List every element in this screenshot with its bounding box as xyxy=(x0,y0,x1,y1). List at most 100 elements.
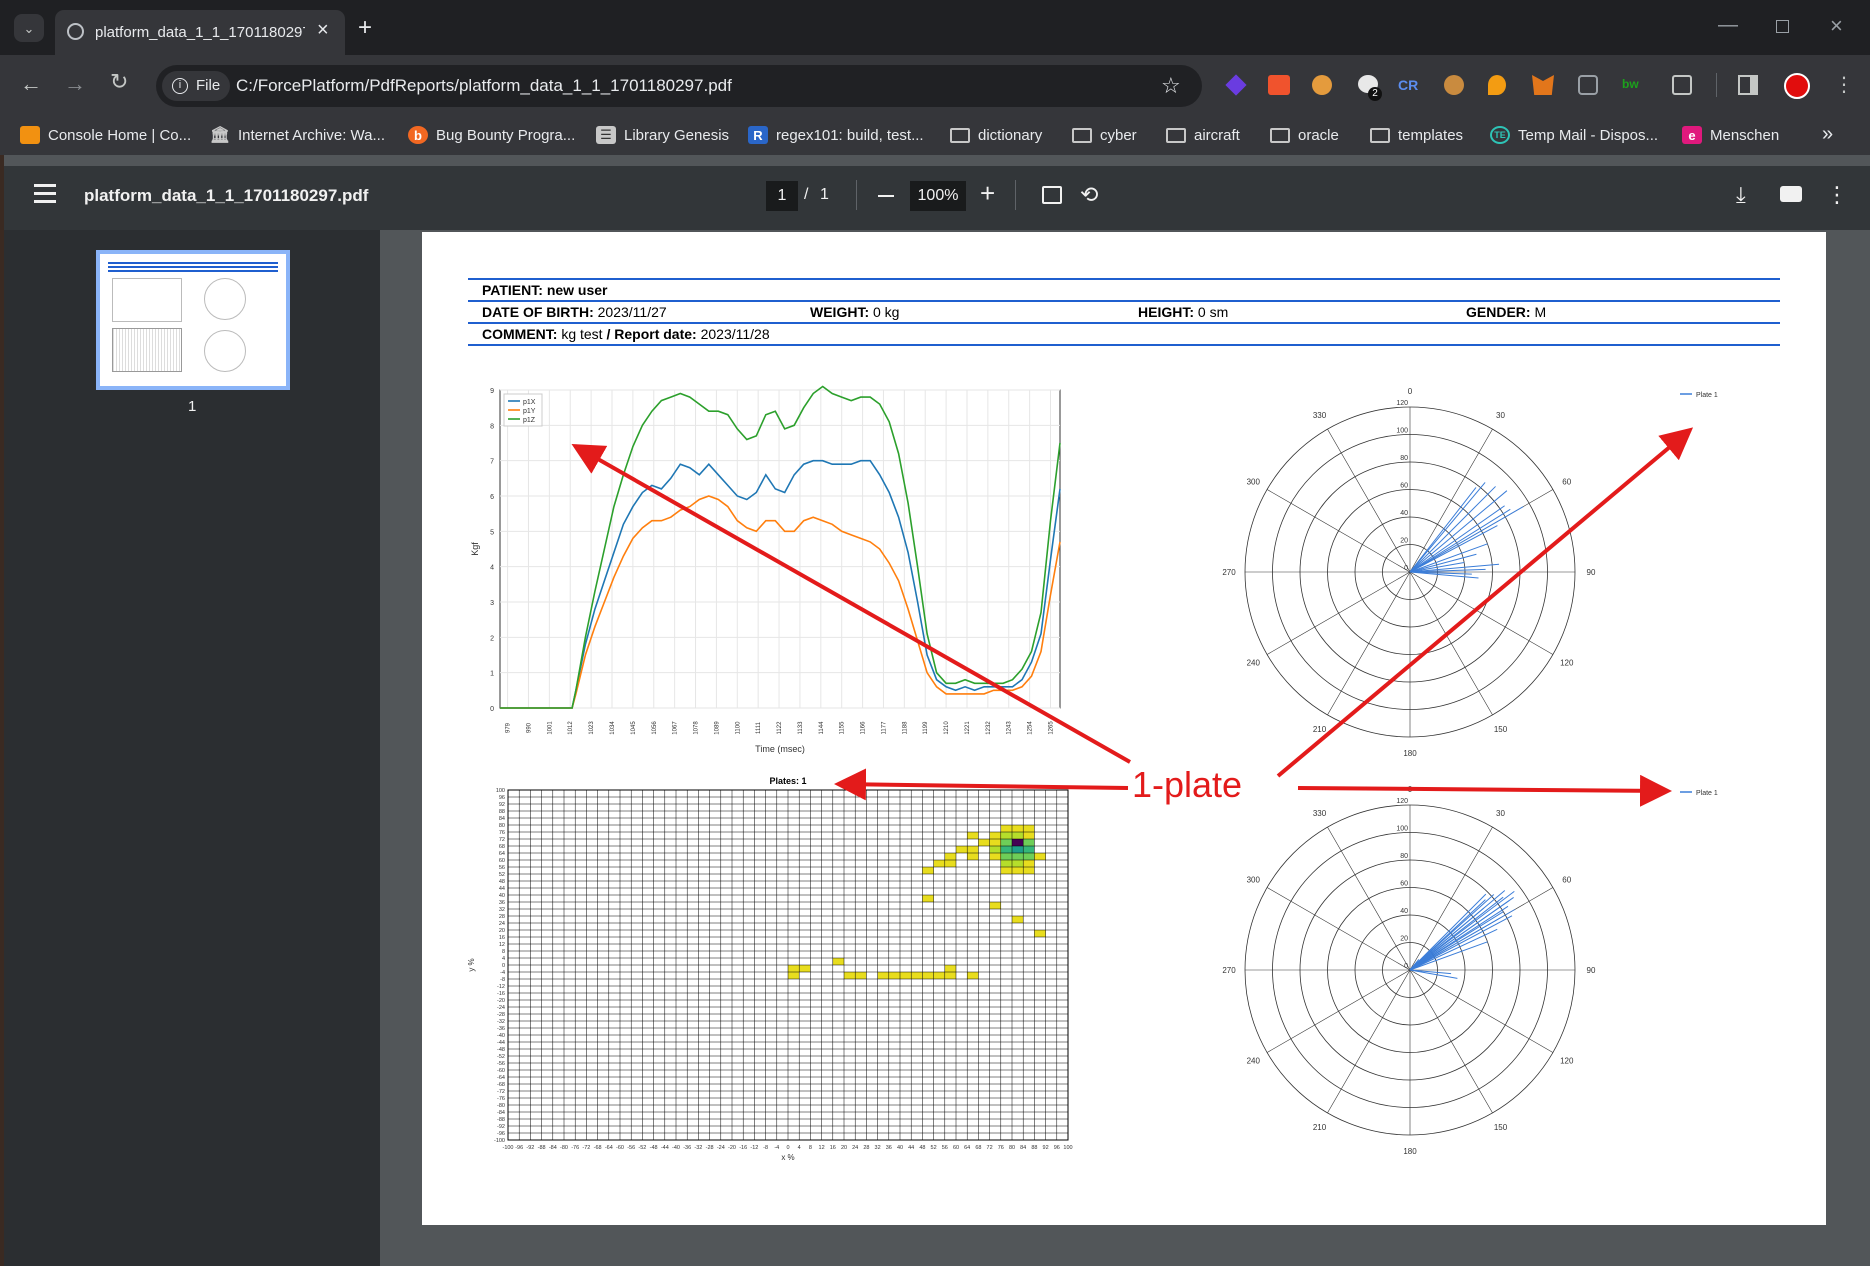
site-info-chip[interactable]: i File xyxy=(162,71,230,101)
reload-icon[interactable]: ↻ xyxy=(110,69,129,94)
r-tick-label: 80 xyxy=(1400,853,1408,860)
download-icon[interactable]: ⤓ xyxy=(1736,182,1746,207)
tab-close-icon[interactable]: × xyxy=(317,19,329,41)
pdf-more-icon[interactable]: ⋮ xyxy=(1826,182,1848,207)
bookmark-item[interactable]: Console Home | Co... xyxy=(20,115,191,155)
dob-label: DATE OF BIRTH: xyxy=(482,304,594,320)
x-tick-label: 990 xyxy=(526,722,532,733)
heatmap-cell xyxy=(1012,825,1024,832)
y-tick-label: 28 xyxy=(499,914,505,920)
folder-icon xyxy=(1370,127,1390,143)
extension-9-icon[interactable] xyxy=(1578,75,1598,95)
report-date-label: / Report date: xyxy=(606,326,697,342)
heatmap-cell xyxy=(1012,867,1024,874)
y-tick-label: 100 xyxy=(496,788,505,794)
rotate-icon[interactable]: ⟲ xyxy=(1080,182,1099,207)
bookmark-item[interactable]: b Bug Bounty Progra... xyxy=(408,115,575,155)
heatmap-cell xyxy=(956,846,968,853)
back-icon[interactable]: ← xyxy=(20,71,42,96)
side-panel-icon[interactable] xyxy=(1738,75,1758,95)
x-tick-label: -80 xyxy=(560,1145,568,1151)
minimize-icon[interactable]: — xyxy=(1718,14,1738,36)
x-tick-label: -100 xyxy=(502,1145,513,1151)
y-tick-label: 24 xyxy=(499,921,505,927)
y-tick-label: -48 xyxy=(497,1047,505,1053)
bookmark-item[interactable]: TE Temp Mail - Dispos... xyxy=(1490,115,1658,155)
theta-tick-label: 240 xyxy=(1247,659,1261,668)
heatmap-cell xyxy=(1012,916,1024,923)
x-tick-label: -64 xyxy=(605,1145,613,1151)
bookmark-item[interactable]: ☰ Library Genesis xyxy=(596,115,729,155)
extension-3-icon[interactable] xyxy=(1312,75,1332,95)
zoom-level-input[interactable]: 100% xyxy=(910,181,966,211)
bookmark-folder[interactable]: aircraft xyxy=(1166,115,1240,155)
extension-1-icon[interactable] xyxy=(1225,74,1247,96)
x-tick-label: -44 xyxy=(661,1145,669,1151)
tab-search-icon[interactable]: ⌄ xyxy=(14,14,44,42)
bookmark-star-icon[interactable]: ☆ xyxy=(1161,73,1181,98)
x-tick-label: -28 xyxy=(706,1145,714,1151)
heatmap-cell xyxy=(944,965,956,972)
more-bookmarks-icon[interactable]: » xyxy=(1822,123,1834,145)
print-icon[interactable] xyxy=(1780,186,1802,202)
bookmark-label: Library Genesis xyxy=(624,126,730,144)
active-tab[interactable]: platform_data_1_1_1701180297.pdf × xyxy=(55,10,345,55)
fit-page-icon[interactable] xyxy=(1042,186,1062,204)
page-number-input[interactable]: 1 xyxy=(766,181,798,211)
browser-menu-icon[interactable]: ⋮ xyxy=(1834,74,1854,96)
bookmark-folder[interactable]: cyber xyxy=(1072,115,1137,155)
heatmap-cell xyxy=(944,860,956,867)
y-tick-label: -24 xyxy=(497,1005,505,1011)
bookmark-folder[interactable]: dictionary xyxy=(950,115,1042,155)
extension-5-icon[interactable]: CR xyxy=(1398,77,1419,93)
extension-7-icon[interactable] xyxy=(1488,75,1506,95)
polar-data-line xyxy=(1409,899,1486,971)
extension-2-icon[interactable] xyxy=(1268,75,1290,95)
bookmark-folder[interactable]: oracle xyxy=(1270,115,1339,155)
zoom-in-icon[interactable]: + xyxy=(980,178,996,208)
patient-label: PATIENT: xyxy=(482,282,543,298)
extension-10-icon[interactable]: bw xyxy=(1622,77,1639,91)
y-tick-label: -40 xyxy=(497,1033,505,1039)
address-bar[interactable]: i File C:/ForcePlatform/PdfReports/platf… xyxy=(156,65,1202,107)
maximize-icon[interactable] xyxy=(1776,20,1789,33)
extensions-puzzle-icon[interactable] xyxy=(1672,75,1692,95)
x-tick-label: 1078 xyxy=(694,721,700,735)
zoom-out-icon[interactable] xyxy=(878,195,894,197)
legend-label: Plate 1 xyxy=(1696,790,1718,797)
bookmark-folder[interactable]: templates xyxy=(1370,115,1463,155)
y-tick-label: 0 xyxy=(502,963,505,969)
metamask-icon[interactable] xyxy=(1532,75,1554,95)
folder-icon xyxy=(1072,127,1092,143)
bookmark-item[interactable]: e Menschen xyxy=(1682,115,1779,155)
polar-spoke xyxy=(1409,571,1493,716)
heatmap-cell xyxy=(1000,846,1012,853)
theta-tick-label: 90 xyxy=(1587,966,1596,975)
forward-icon[interactable]: → xyxy=(64,71,86,96)
header-rule xyxy=(468,322,1780,324)
page-thumbnail[interactable] xyxy=(96,250,290,390)
heatmap-cell xyxy=(1023,825,1035,832)
window-close-icon[interactable]: × xyxy=(1830,13,1843,38)
comment-row: COMMENT: kg test / Report date: 2023/11/… xyxy=(482,326,770,342)
bookmark-item[interactable]: 🏛 Internet Archive: Wa... xyxy=(210,115,385,155)
thumbnail-page-label: 1 xyxy=(188,398,197,415)
x-tick-label: -76 xyxy=(571,1145,579,1151)
x-tick-label: 1166 xyxy=(861,721,867,735)
menu-icon[interactable] xyxy=(34,184,56,187)
new-tab-icon[interactable]: + xyxy=(358,14,373,41)
y-tick-label: 8 xyxy=(502,949,505,955)
cookie-icon[interactable] xyxy=(1444,75,1464,95)
heatmap-cell xyxy=(978,839,990,846)
y-tick-label: 6 xyxy=(490,494,494,501)
x-tick-label: 0 xyxy=(786,1145,789,1151)
heatmap-cell xyxy=(1000,853,1012,860)
heatmap-cell xyxy=(832,958,844,965)
profile-avatar[interactable] xyxy=(1784,73,1810,99)
left-window-edge xyxy=(0,155,4,1266)
y-tick-label: 76 xyxy=(499,830,505,836)
theta-tick-label: 120 xyxy=(1560,659,1574,668)
x-tick-label: 1034 xyxy=(610,721,616,735)
cop-heatmap: Plates: 1-100 -96 -92 -88 -84 -80 -76 -72 -68 -64… xyxy=(467,776,1073,1162)
